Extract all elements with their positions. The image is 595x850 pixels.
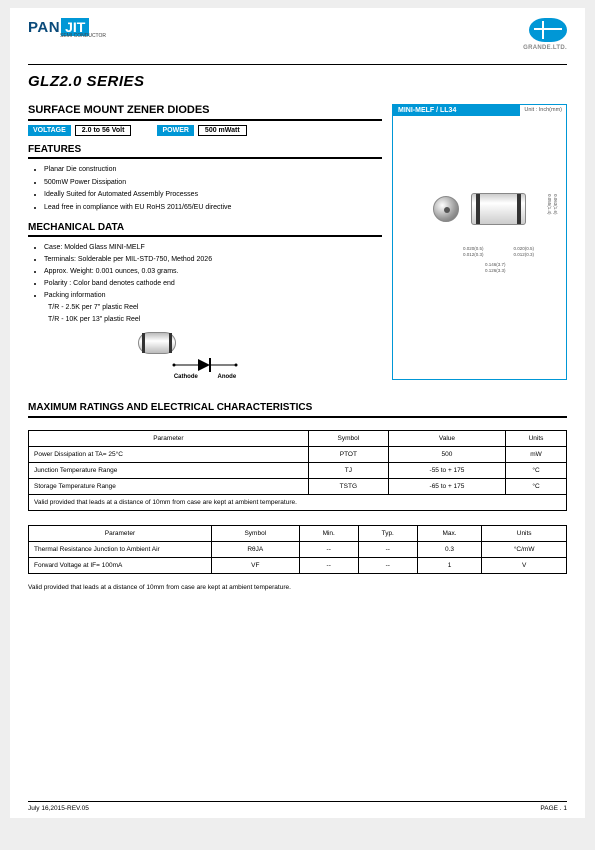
power-value: 500 mWatt [198, 125, 247, 136]
td: TJ [308, 462, 388, 478]
td: -55 to + 175 [388, 462, 505, 478]
mech-item: Packing information [44, 290, 382, 302]
td: -- [299, 557, 358, 573]
series-title: GLZ2.0 SERIES [28, 73, 567, 90]
dim-label: 0.055(1.4) [547, 194, 552, 215]
th: Parameter [29, 525, 212, 541]
th: Max. [417, 525, 482, 541]
td: mW [506, 446, 567, 462]
features-title: FEATURES [28, 144, 382, 159]
table-row: Thermal Resistance Junction to Ambient A… [29, 541, 567, 557]
pkg-endview-icon [433, 196, 459, 222]
td: 500 [388, 446, 505, 462]
th: Parameter [29, 430, 309, 446]
dim-label: 0.146(3.7) [485, 262, 506, 267]
td: Forward Voltage at IF= 100mA [29, 557, 212, 573]
divider [28, 64, 567, 65]
dim-label: 0.063(1.6) [553, 194, 558, 215]
feature-item: Ideally Suited for Automated Assembly Pr… [44, 189, 382, 202]
th: Min. [299, 525, 358, 541]
th: Units [506, 430, 567, 446]
table2-note: Valid provided that leads at a distance … [28, 580, 567, 595]
dim-label: 0.012(0.3) [513, 252, 534, 257]
td: °C/mW [482, 541, 567, 557]
td: 0.3 [417, 541, 482, 557]
anode-label: Anode [218, 374, 237, 380]
feature-item: 500mW Power Dissipation [44, 177, 382, 190]
mech-item: Approx. Weight: 0.001 ounces, 0.03 grams… [44, 266, 382, 278]
power-label: POWER [157, 125, 193, 136]
th: Value [388, 430, 505, 446]
table-row: Power Dissipation at TA= 25°CPTOT500mW [29, 446, 567, 462]
table-row: Storage Temperature RangeTSTG-65 to + 17… [29, 478, 567, 494]
footer-page: PAGE . 1 [540, 805, 567, 812]
pkg-sideview-icon [471, 193, 526, 225]
logo-left: PAN JIT SEMI CONDUCTOR [28, 18, 106, 39]
dim-label: 0.126(3.3) [485, 268, 506, 273]
ratings-table-1: Parameter Symbol Value Units Power Dissi… [28, 430, 567, 495]
td: -65 to + 175 [388, 478, 505, 494]
spec-row: VOLTAGE 2.0 to 56 Volt POWER 500 mWatt [28, 125, 382, 136]
package-drawing-box: MINI-MELF / LL34 Unit : Inch(mm) 0.020(0… [392, 104, 567, 380]
pkg-unit: Unit : Inch(mm) [520, 105, 566, 116]
grande-text: GRANDE.LTD. [523, 45, 567, 51]
logo-subtitle: SEMI CONDUCTOR [60, 34, 106, 39]
th: Symbol [211, 525, 299, 541]
voltage-value: 2.0 to 56 Volt [75, 125, 132, 136]
dim-label: 0.020(0.5) [513, 246, 534, 251]
td: Storage Temperature Range [29, 478, 309, 494]
mech-sub-item: T/R - 10K per 13" plastic Reel [48, 314, 382, 326]
mech-sub-item: T/R - 2.5K per 7" plastic Reel [48, 302, 382, 314]
max-ratings-title: MAXIMUM RATINGS AND ELECTRICAL CHARACTER… [28, 402, 567, 418]
cathode-label: Cathode [174, 374, 198, 380]
diode-icon [170, 356, 240, 374]
logo-right: GRANDE.LTD. [523, 18, 567, 51]
td: PTOT [308, 446, 388, 462]
pkg-title: MINI-MELF / LL34 [393, 105, 520, 116]
td: TSTG [308, 478, 388, 494]
td: -- [299, 541, 358, 557]
table1-note: Valid provided that leads at a distance … [28, 495, 567, 511]
td: -- [358, 557, 417, 573]
td: Junction Temperature Range [29, 462, 309, 478]
header: PAN JIT SEMI CONDUCTOR GRANDE.LTD. [28, 18, 567, 60]
table-row: Forward Voltage at IF= 100mAVF----1V [29, 557, 567, 573]
diode-symbol: Cathode Anode [28, 356, 382, 380]
ratings-table-2: Parameter Symbol Min. Typ. Max. Units Th… [28, 525, 567, 574]
th: Typ. [358, 525, 417, 541]
voltage-label: VOLTAGE [28, 125, 71, 136]
table-row: Junction Temperature RangeTJ-55 to + 175… [29, 462, 567, 478]
table-header-row: Parameter Symbol Min. Typ. Max. Units [29, 525, 567, 541]
footer: July 16,2015-REV.05 PAGE . 1 [28, 801, 567, 812]
grande-icon [529, 18, 567, 42]
mech-title: MECHANICAL DATA [28, 222, 382, 237]
feature-item: Planar Die construction [44, 164, 382, 177]
component-image [138, 332, 382, 354]
features-list: Planar Die construction 500mW Power Diss… [28, 164, 382, 214]
footer-date: July 16,2015-REV.05 [28, 805, 89, 812]
td: 1 [417, 557, 482, 573]
table-header-row: Parameter Symbol Value Units [29, 430, 567, 446]
th: Units [482, 525, 567, 541]
logo-pan-text: PAN [28, 19, 60, 36]
mech-item: Terminals: Solderable per MIL-STD-750, M… [44, 254, 382, 266]
td: Power Dissipation at TA= 25°C [29, 446, 309, 462]
dim-label: 0.020(0.5) [463, 246, 484, 251]
th: Symbol [308, 430, 388, 446]
subtitle: SURFACE MOUNT ZENER DIODES [28, 104, 382, 121]
td: Thermal Resistance Junction to Ambient A… [29, 541, 212, 557]
component-body-icon [138, 332, 176, 354]
td: RθJA [211, 541, 299, 557]
feature-item: Lead free in compliance with EU RoHS 201… [44, 202, 382, 215]
mech-item: Polarity : Color band denotes cathode en… [44, 278, 382, 290]
td: V [482, 557, 567, 573]
td: °C [506, 478, 567, 494]
td: VF [211, 557, 299, 573]
mech-list: Case: Molded Glass MINI-MELF Terminals: … [28, 242, 382, 325]
mech-item: Case: Molded Glass MINI-MELF [44, 242, 382, 254]
dim-label: 0.012(0.3) [463, 252, 484, 257]
td: -- [358, 541, 417, 557]
td: °C [506, 462, 567, 478]
